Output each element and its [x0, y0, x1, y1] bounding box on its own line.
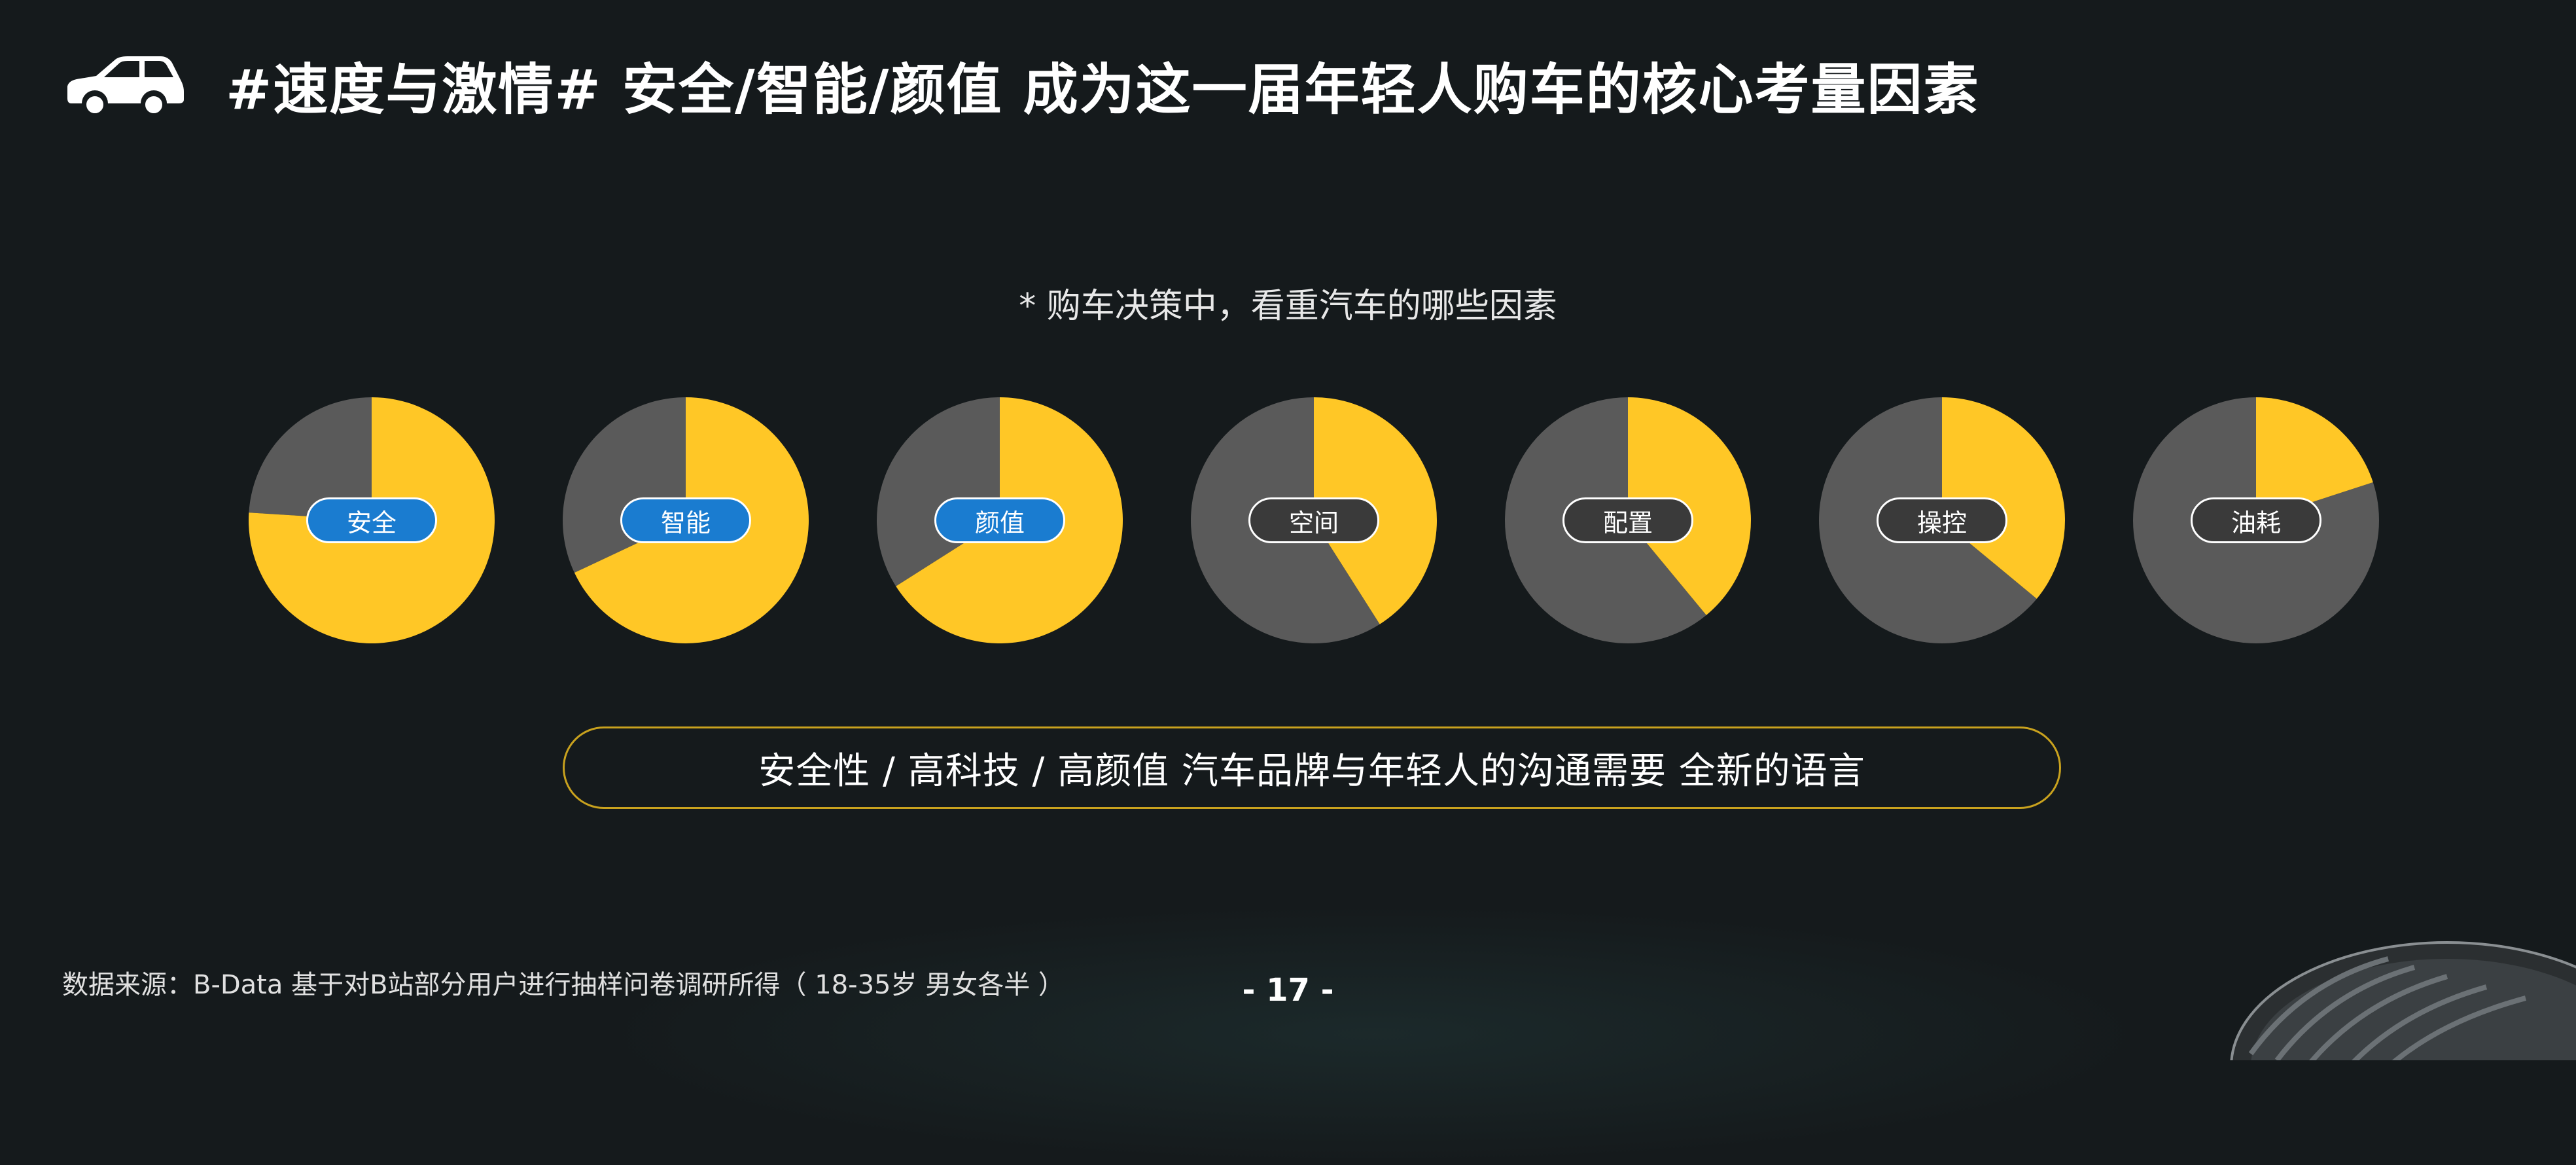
summary-banner: 安全性 / 高科技 / 高颜值 汽车品牌与年轻人的沟通需要 全新的语言	[563, 726, 2061, 809]
car-icon	[67, 56, 184, 117]
page-number: - 17 -	[1242, 972, 1334, 1009]
summary-banner-text: 安全性 / 高科技 / 高颜值 汽车品牌与年轻人的沟通需要 全新的语言	[758, 749, 1865, 793]
pie-4-label: 空间	[1248, 497, 1379, 543]
pie-3-label: 颜值	[934, 497, 1065, 543]
pie-7-value-slice	[2256, 397, 2373, 520]
pie-2-label: 智能	[620, 497, 751, 543]
pie-charts-row: 安全 智能 颜值 空间 配置 操控 油耗	[248, 397, 2379, 644]
data-source-note: 数据来源：B-Data 基于对B站部分用户进行抽样问卷调研所得（ 18-35岁 …	[62, 970, 1065, 1000]
header: #速度与激情# 安全/智能/颜值 成为这一届年轻人购车的核心考量因素	[62, 46, 1980, 124]
pie-5-value-slice	[1628, 397, 1751, 615]
page-title: #速度与激情# 安全/智能/颜值 成为这一届年轻人购车的核心考量因素	[226, 57, 1980, 122]
pie-1-label: 安全	[306, 497, 437, 543]
pie-5-label: 配置	[1562, 497, 1693, 543]
tire-decoration	[2230, 941, 2576, 1060]
pie-7-label: 油耗	[2191, 497, 2321, 543]
chart-subtitle: * 购车决策中，看重汽车的哪些因素	[1019, 287, 1557, 326]
pie-1-rest-slice	[249, 397, 372, 520]
pie-6-value-slice	[1942, 397, 2065, 599]
pie-6-label: 操控	[1877, 497, 2007, 543]
